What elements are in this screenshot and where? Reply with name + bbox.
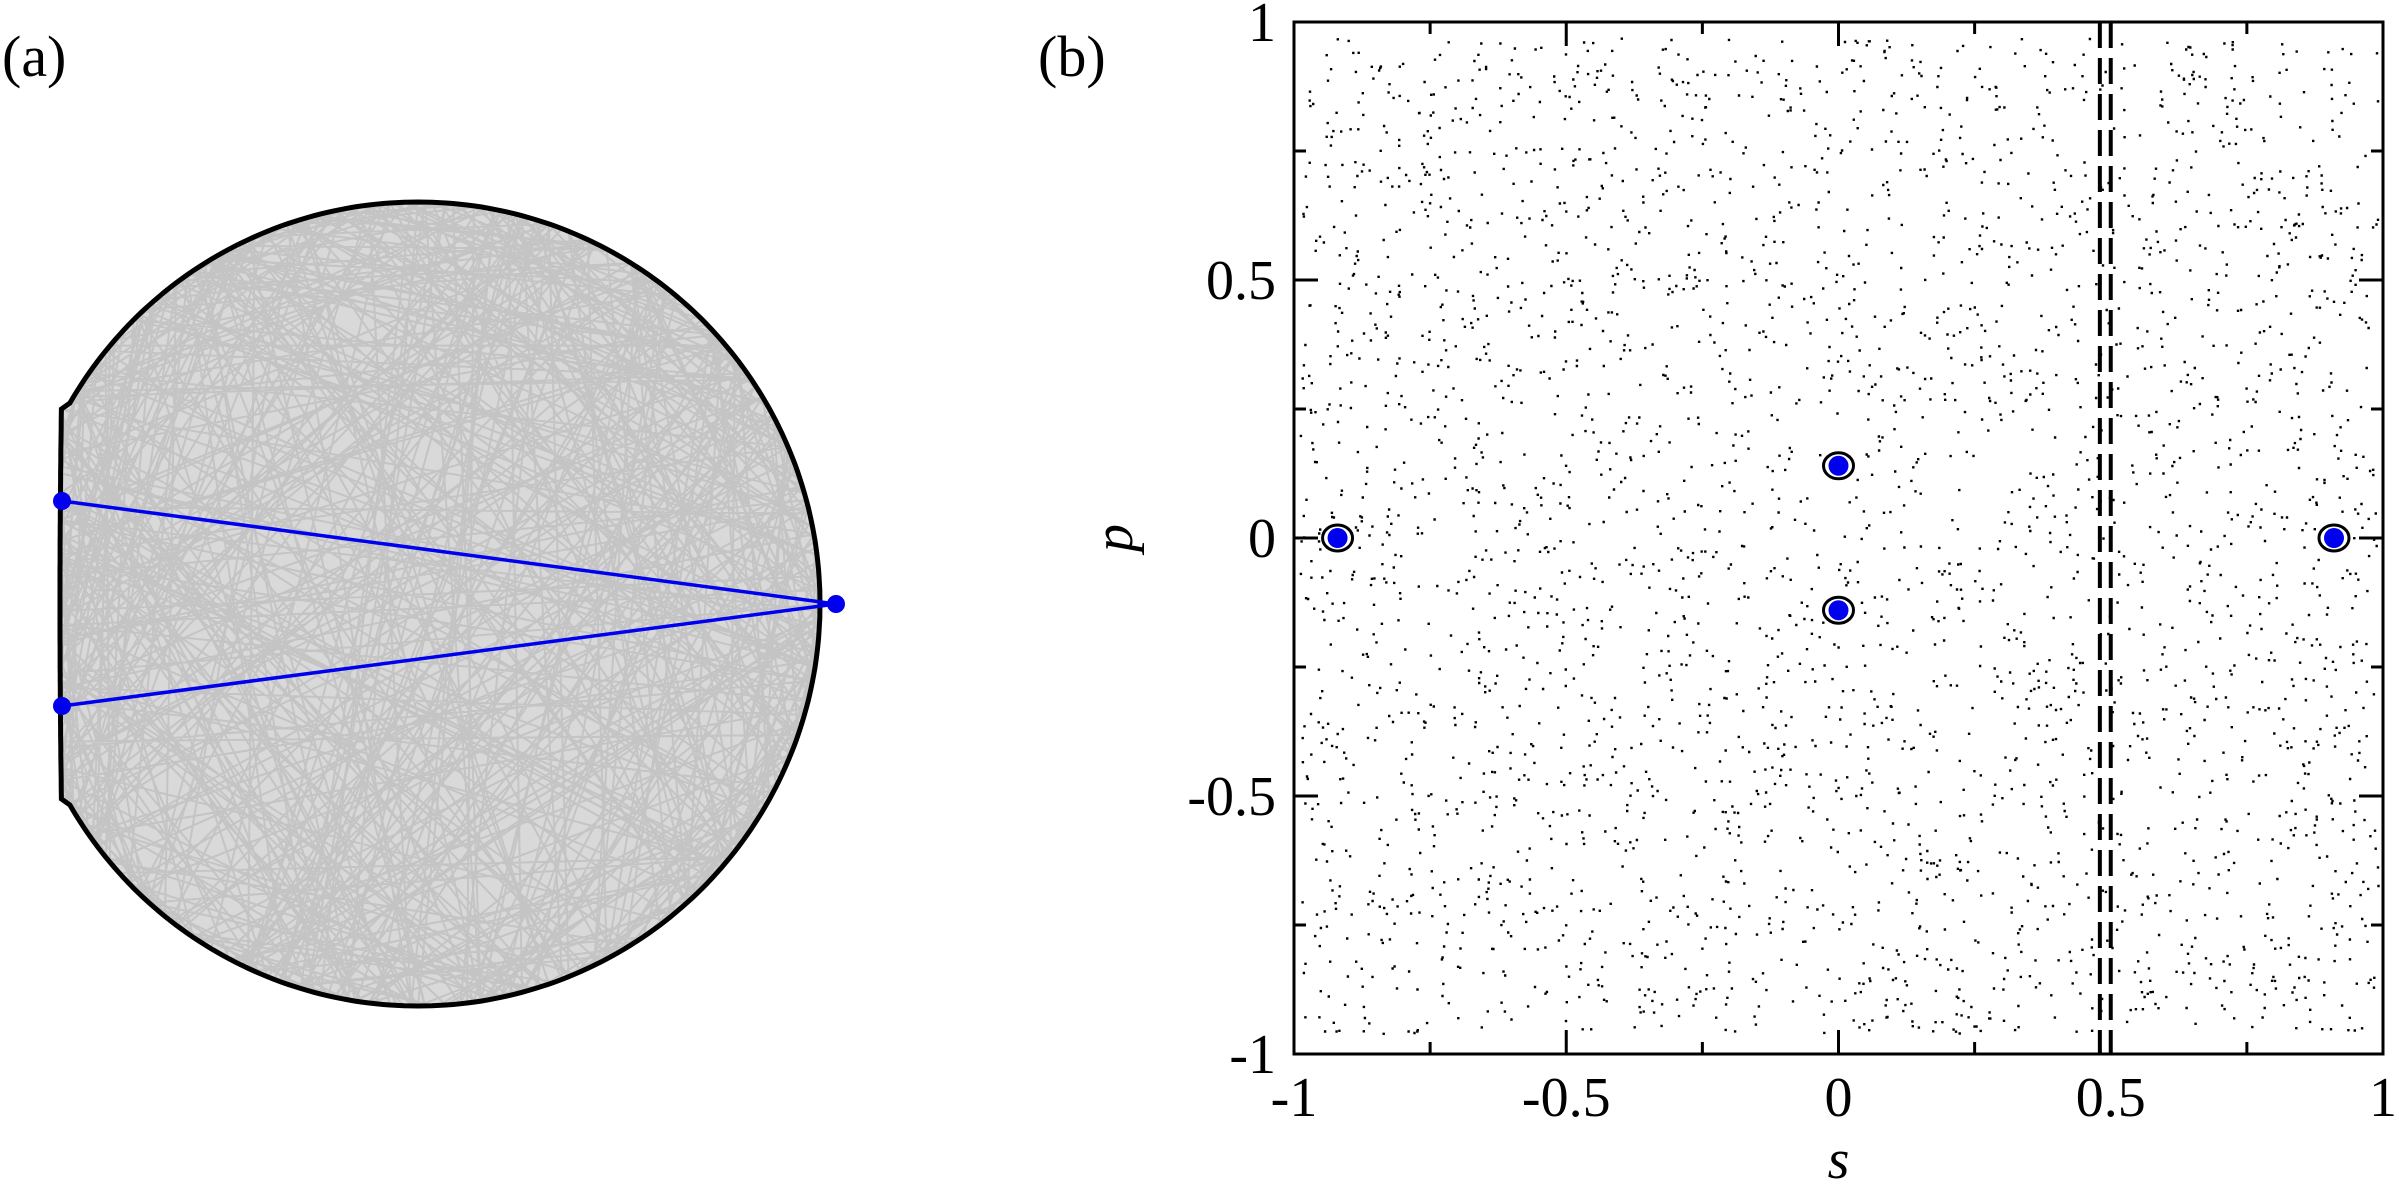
orbit-segment (61, 499, 837, 606)
periodic-orbit (53, 492, 845, 715)
phase-space-plot: -1 -0.5 0 0.5 1 -1 -0.5 0 0.5 1 s p (1083, 0, 2397, 1187)
orbit-point (1327, 528, 1348, 548)
tick-labels: -1 -0.5 0 0.5 1 -1 -0.5 0 0.5 1 (1187, 0, 2397, 1129)
y-axis-label: p (1083, 524, 1145, 556)
periodic-orbit-points (1327, 455, 2344, 621)
orbit-point (1828, 455, 1849, 476)
panel-a-label: (a) (2, 24, 67, 89)
billiard-diagram (53, 199, 845, 1009)
island-contours (1321, 451, 2351, 625)
panel-b-label: (b) (1038, 24, 1106, 89)
orbit-point (1828, 600, 1849, 621)
y-tick-label: -0.5 (1187, 766, 1276, 828)
billiard-boundary (57, 199, 823, 1009)
orbit-point (2323, 528, 2344, 548)
plot-frame (1292, 20, 2385, 1056)
x-tick-label: 0.5 (2076, 1067, 2146, 1129)
y-tick-label: 1 (1248, 0, 1276, 54)
axis-ticks (1292, 20, 2385, 1056)
y-tick-label: -1 (1229, 1024, 1276, 1086)
chaotic-sea (1299, 37, 2380, 1035)
orbit-segment (61, 602, 837, 708)
x-tick-label: 1 (2369, 1067, 2397, 1129)
orbit-point (827, 595, 845, 613)
x-tick-label: -0.5 (1522, 1067, 1611, 1129)
sea-dots (1299, 37, 2380, 1035)
orbit-point (53, 492, 71, 510)
x-tick-label: -1 (1271, 1067, 1318, 1129)
x-axis-label: s (1828, 1129, 1850, 1187)
y-tick-label: 0.5 (1206, 250, 1276, 312)
y-tick-label: 0 (1248, 508, 1276, 570)
dashed-lines (2097, 22, 2113, 1054)
x-tick-label: 0 (1825, 1067, 1853, 1129)
orbit-point (53, 697, 71, 715)
